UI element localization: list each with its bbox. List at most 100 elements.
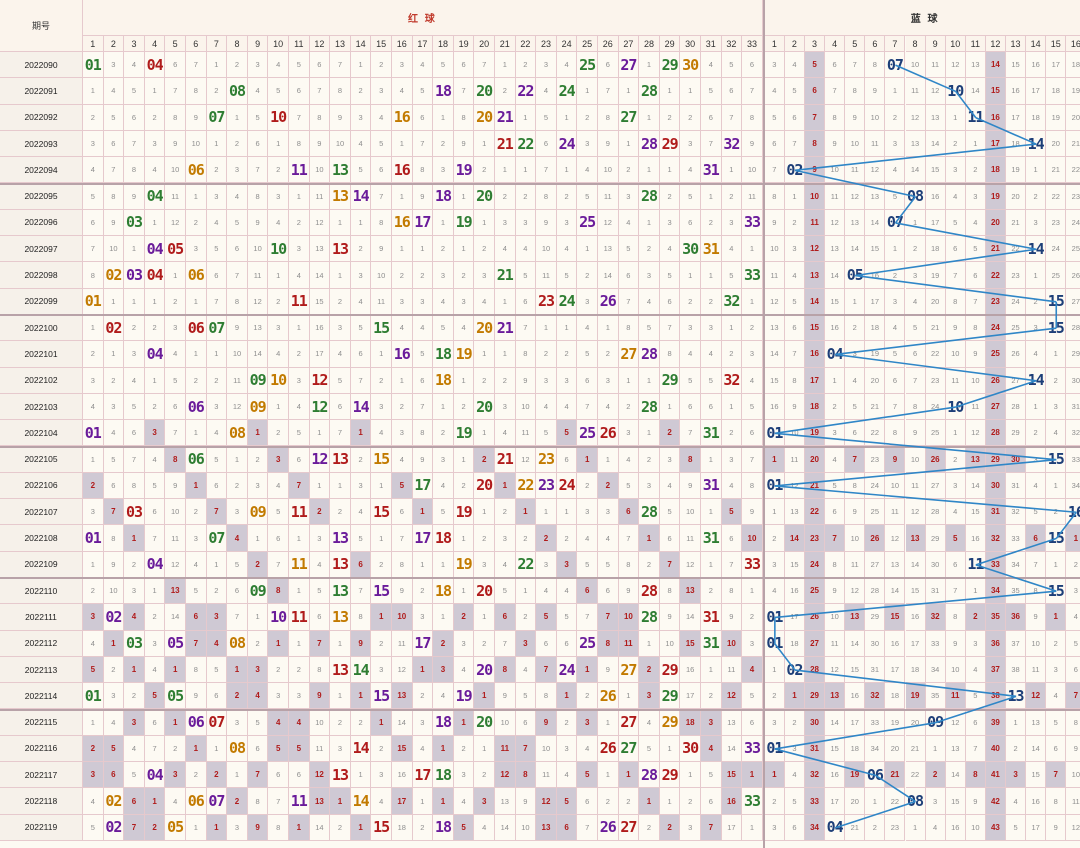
red-ball-hit[interactable]: 19 xyxy=(453,551,475,578)
period-cell[interactable]: 2022116 xyxy=(0,735,83,763)
red-ball-hit[interactable]: 07 xyxy=(206,104,228,131)
red-ball-hit[interactable]: 28 xyxy=(639,78,660,105)
red-ball-hit[interactable]: 22 xyxy=(515,78,537,105)
red-ball-hit[interactable]: 17 xyxy=(412,762,434,789)
period-cell[interactable]: 2022113 xyxy=(0,656,83,684)
red-ball-hit[interactable]: 30 xyxy=(680,735,701,763)
red-ball-hit[interactable]: 07 xyxy=(206,709,228,736)
red-ball-hit[interactable]: 06 xyxy=(186,393,207,421)
blue-ball-hit[interactable]: 02 xyxy=(784,656,805,684)
red-column-header[interactable]: 24 xyxy=(556,36,578,52)
red-ball-hit[interactable]: 17 xyxy=(412,472,434,500)
red-ball-hit[interactable]: 08 xyxy=(227,420,248,447)
red-column-header[interactable]: 2 xyxy=(103,36,125,52)
red-ball-hit[interactable]: 07 xyxy=(206,525,228,552)
blue-column-header[interactable]: 5 xyxy=(845,36,866,52)
red-ball-hit[interactable]: 18 xyxy=(433,578,454,605)
red-ball-hit[interactable]: 28 xyxy=(639,604,660,631)
red-column-header[interactable]: 11 xyxy=(289,36,310,52)
red-ball-hit[interactable]: 03 xyxy=(124,499,145,526)
red-ball-hit[interactable]: 13 xyxy=(330,183,351,210)
red-ball-hit[interactable]: 33 xyxy=(742,551,763,578)
red-ball-hit[interactable]: 33 xyxy=(742,735,763,763)
red-ball-hit[interactable]: 04 xyxy=(144,262,166,289)
red-ball-hit[interactable]: 11 xyxy=(289,551,310,578)
period-column-header[interactable]: 期号 xyxy=(0,0,83,52)
blue-ball-hit[interactable]: 11 xyxy=(965,551,986,578)
red-ball-hit[interactable]: 18 xyxy=(433,525,454,552)
red-ball-hit[interactable]: 20 xyxy=(474,578,495,605)
blue-column-header[interactable]: 3 xyxy=(805,36,826,52)
red-ball-hit[interactable]: 08 xyxy=(227,735,248,763)
red-ball-hit[interactable]: 26 xyxy=(598,288,619,315)
blue-column-header[interactable]: 9 xyxy=(925,36,946,52)
red-ball-hit[interactable]: 29 xyxy=(659,367,681,394)
blue-ball-hit[interactable]: 15 xyxy=(1046,525,1067,552)
red-ball-hit[interactable]: 04 xyxy=(144,551,166,578)
red-ball-hit[interactable]: 18 xyxy=(433,709,454,736)
red-ball-hit[interactable]: 27 xyxy=(618,52,640,79)
red-column-header[interactable]: 7 xyxy=(206,36,228,52)
red-column-header[interactable]: 21 xyxy=(495,36,516,52)
red-ball-hit[interactable]: 13 xyxy=(330,656,351,684)
blue-ball-hit[interactable]: 15 xyxy=(1046,288,1067,315)
red-ball-hit[interactable]: 20 xyxy=(474,315,495,342)
red-ball-hit[interactable]: 24 xyxy=(556,78,578,105)
red-ball-hit[interactable]: 24 xyxy=(556,656,578,684)
red-ball-hit[interactable]: 03 xyxy=(124,630,145,657)
red-ball-hit[interactable]: 22 xyxy=(515,472,537,500)
red-ball-hit[interactable]: 29 xyxy=(659,52,681,79)
period-cell[interactable]: 2022102 xyxy=(0,367,83,394)
red-ball-hit[interactable]: 19 xyxy=(453,683,475,710)
red-column-header[interactable]: 3 xyxy=(124,36,145,52)
red-ball-hit[interactable]: 01 xyxy=(83,52,104,79)
red-ball-hit[interactable]: 25 xyxy=(577,52,598,79)
red-ball-hit[interactable]: 10 xyxy=(268,604,289,631)
red-ball-hit[interactable]: 19 xyxy=(453,209,475,237)
blue-column-header[interactable]: 16 xyxy=(1066,36,1080,52)
red-column-header[interactable]: 9 xyxy=(247,36,269,52)
blue-ball-hit[interactable]: 01 xyxy=(764,735,785,763)
red-ball-hit[interactable]: 14 xyxy=(350,393,372,421)
red-ball-hit[interactable]: 04 xyxy=(144,341,166,368)
red-ball-hit[interactable]: 27 xyxy=(618,341,640,368)
period-cell[interactable]: 2022108 xyxy=(0,525,83,552)
blue-ball-hit[interactable]: 08 xyxy=(905,183,926,210)
period-cell[interactable]: 2022105 xyxy=(0,446,83,473)
red-column-header[interactable]: 12 xyxy=(309,36,331,52)
red-ball-hit[interactable]: 04 xyxy=(144,183,166,210)
blue-ball-hit[interactable]: 11 xyxy=(965,104,986,131)
red-ball-hit[interactable]: 22 xyxy=(515,551,537,578)
red-column-header[interactable]: 23 xyxy=(536,36,557,52)
red-ball-hit[interactable]: 03 xyxy=(124,262,145,289)
blue-column-header[interactable]: 2 xyxy=(784,36,805,52)
red-column-header[interactable]: 1 xyxy=(83,36,104,52)
red-ball-hit[interactable]: 29 xyxy=(659,683,681,710)
red-ball-hit[interactable]: 04 xyxy=(144,762,166,789)
red-ball-hit[interactable]: 28 xyxy=(639,393,660,421)
red-ball-hit[interactable]: 04 xyxy=(144,52,166,79)
blue-ball-hit[interactable]: 10 xyxy=(945,78,966,105)
red-ball-hit[interactable]: 32 xyxy=(721,288,743,315)
red-ball-hit[interactable]: 16 xyxy=(392,341,413,368)
red-ball-hit[interactable]: 13 xyxy=(330,236,351,263)
red-ball-hit[interactable]: 14 xyxy=(350,656,372,684)
red-ball-hit[interactable]: 10 xyxy=(268,236,289,263)
red-ball-hit[interactable]: 05 xyxy=(165,814,186,841)
red-column-header[interactable]: 26 xyxy=(598,36,619,52)
red-ball-hit[interactable]: 28 xyxy=(639,130,660,158)
period-cell[interactable]: 2022110 xyxy=(0,578,83,605)
blue-ball-hit[interactable]: 01 xyxy=(764,420,785,447)
blue-column-header[interactable]: 10 xyxy=(945,36,966,52)
red-ball-hit[interactable]: 16 xyxy=(392,209,413,237)
red-ball-hit[interactable]: 31 xyxy=(701,604,722,631)
period-cell[interactable]: 2022097 xyxy=(0,236,83,263)
red-ball-hit[interactable]: 31 xyxy=(701,525,722,552)
period-cell[interactable]: 2022090 xyxy=(0,52,83,79)
red-column-header[interactable]: 28 xyxy=(639,36,660,52)
blue-ball-hit[interactable]: 14 xyxy=(1026,236,1047,263)
red-ball-hit[interactable]: 15 xyxy=(371,315,392,342)
red-ball-hit[interactable]: 15 xyxy=(371,578,392,605)
blue-ball-hit[interactable]: 15 xyxy=(1046,446,1067,473)
red-ball-hit[interactable]: 28 xyxy=(639,499,660,526)
